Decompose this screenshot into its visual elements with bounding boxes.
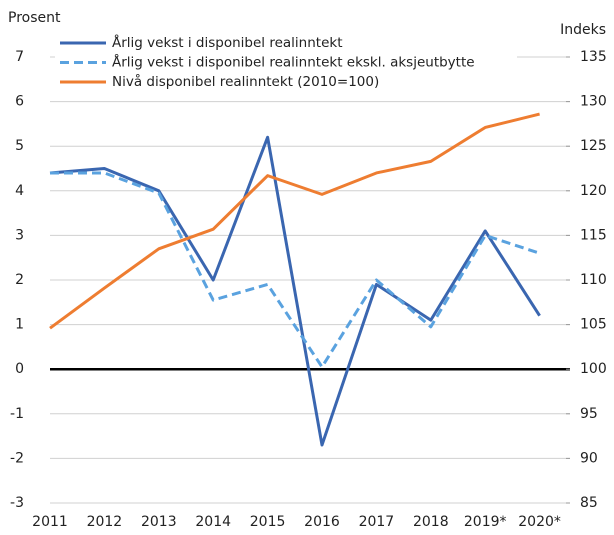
x-tick-label: 2014 <box>195 514 231 530</box>
y2-tick-label: 135 <box>580 49 607 65</box>
x-tick-label: 2015 <box>250 514 286 530</box>
x-tick-label: 2013 <box>141 514 177 530</box>
y-tick-label: 7 <box>15 49 24 65</box>
y2-tick-label: 95 <box>580 406 598 422</box>
y2-tick-label: 125 <box>580 138 607 154</box>
y-tick-label: 4 <box>15 183 24 199</box>
series-line <box>49 135 541 447</box>
legend-box <box>55 33 517 95</box>
y-tick-label: 6 <box>15 94 24 110</box>
y2-tick-label: 90 <box>580 450 598 466</box>
y-tick-label: -1 <box>10 406 24 422</box>
y2-tick-label: 100 <box>580 361 607 377</box>
y-tick-label: 5 <box>15 138 24 154</box>
series-line <box>49 112 540 330</box>
y2-tick-label: 115 <box>580 227 607 243</box>
x-tick-label: 2016 <box>304 514 340 530</box>
y-tick-label: 2 <box>15 272 24 288</box>
y2-tick-label: 120 <box>580 183 607 199</box>
x-tick-label: 2012 <box>87 514 123 530</box>
legend: Årlig vekst i disponibel realinntekt Årli… <box>55 33 517 95</box>
x-tick-label: 2019* <box>464 514 507 530</box>
legend-label: Årlig vekst i disponibel realinntekt <box>112 34 342 51</box>
y2-tick-label: 110 <box>580 272 607 288</box>
x-tick-label: 2018 <box>413 514 449 530</box>
y-tick-label: -3 <box>10 495 24 511</box>
x-tick-label: 2020* <box>518 514 561 530</box>
legend-label: Nivå disponibel realinntekt (2010=100) <box>112 73 379 90</box>
y-tick-label: -2 <box>10 450 24 466</box>
x-tick-label: 2011 <box>32 514 68 530</box>
y2-tick-label: 130 <box>580 94 607 110</box>
y-tick-label: 1 <box>15 317 24 333</box>
y2-tick-label: 85 <box>580 495 598 511</box>
legend-label: Årlig vekst i disponibel realinntekt eks… <box>112 54 475 71</box>
series-line <box>50 171 541 369</box>
x-tick-label: 2017 <box>359 514 395 530</box>
y-tick-label: 3 <box>15 227 24 243</box>
y-axis-label: Prosent <box>8 10 61 26</box>
y2-axis-label: Indeks <box>560 22 606 38</box>
y2-tick-label: 105 <box>580 317 607 333</box>
y-tick-label: 0 <box>15 361 24 377</box>
